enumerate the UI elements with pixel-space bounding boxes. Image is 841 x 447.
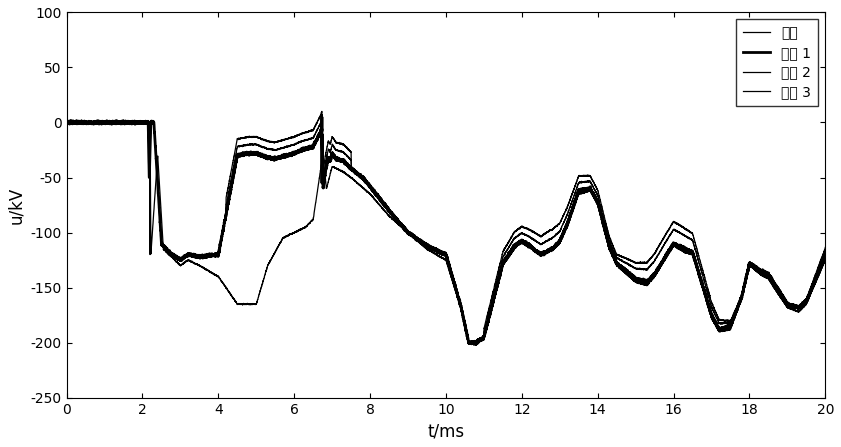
零模	[150, 199, 160, 205]
零模	[605, 249, 615, 254]
Line: 线模 2: 线模 2	[66, 119, 825, 343]
线模 3	[150, 128, 160, 134]
线模 1	[764, 274, 775, 279]
Line: 线模 3: 线模 3	[66, 111, 825, 343]
零模	[681, 250, 691, 255]
线模 2	[466, 341, 476, 346]
线模 3	[317, 109, 327, 114]
零模	[471, 342, 481, 348]
线模 3	[820, 245, 830, 250]
线模 3	[681, 227, 691, 232]
线模 1	[467, 341, 477, 346]
零模	[66, 119, 77, 124]
线模 1	[61, 119, 71, 125]
线模 1	[317, 114, 327, 120]
线模 1	[820, 255, 830, 261]
线模 1	[605, 245, 615, 250]
线模 3	[469, 340, 479, 346]
线模 2	[469, 340, 479, 346]
Line: 零模: 零模	[66, 122, 825, 345]
线模 3	[61, 121, 71, 126]
零模	[764, 276, 775, 282]
线模 2	[681, 234, 691, 239]
线模 2	[764, 277, 775, 283]
线模 1	[681, 246, 691, 252]
线模 2	[317, 117, 327, 122]
零模	[469, 342, 479, 347]
Y-axis label: u/kV: u/kV	[7, 186, 25, 224]
线模 3	[460, 323, 470, 328]
线模 2	[150, 129, 160, 134]
零模	[61, 120, 71, 125]
线模 1	[150, 130, 160, 135]
Legend: 零模, 线模 1, 线模 2, 线模 3: 零模, 线模 1, 线模 2, 线模 3	[736, 19, 818, 106]
线模 3	[764, 278, 775, 283]
Line: 线模 1: 线模 1	[66, 117, 825, 344]
线模 2	[460, 324, 470, 329]
零模	[820, 257, 830, 263]
线模 3	[605, 236, 615, 241]
线模 3	[471, 341, 481, 346]
线模 2	[820, 248, 830, 253]
线模 1	[460, 324, 470, 329]
线模 2	[605, 240, 615, 245]
X-axis label: t/ms: t/ms	[427, 422, 464, 440]
线模 1	[469, 340, 479, 345]
零模	[460, 324, 470, 329]
线模 2	[61, 120, 71, 125]
